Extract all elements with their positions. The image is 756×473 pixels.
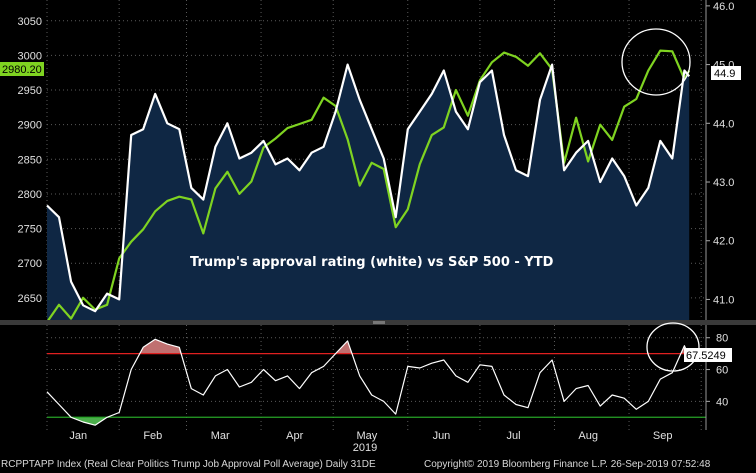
month-label-aug: Aug — [578, 430, 598, 442]
footer-copyright: Copyright© 2019 Bloomberg Finance L.P. 2… — [424, 459, 711, 470]
right-last-value-tag: 44.9 — [711, 66, 741, 80]
month-label-jul: Jul — [507, 430, 521, 442]
approval-area-fill — [47, 64, 690, 320]
left-last-value-tag: 2980.20 — [0, 62, 44, 76]
month-label-jan: Jan — [69, 430, 87, 442]
indicator-last-value-label: 67.5249 — [686, 350, 726, 362]
left-tick-label: 3000 — [18, 50, 42, 62]
indicator-line — [46, 338, 690, 426]
right-tick-label: 43.0 — [713, 177, 734, 189]
left-tick-label: 2950 — [18, 85, 42, 97]
x-axis-year: 2019 — [353, 442, 377, 454]
highlight-circle-main — [621, 28, 691, 96]
chart: 2650 2700 2750 2800 2850 2900 2950 3000 3050 41.… — [0, 0, 756, 454]
x-axis-month-ticks: Jan Feb Mar Apr May Jun Jul Aug Sep — [69, 430, 672, 442]
left-tick-label: 2700 — [18, 258, 42, 270]
month-label-mar: Mar — [211, 430, 230, 442]
right-last-value-label: 44.9 — [714, 68, 735, 80]
right-tick-label: 44.0 — [713, 118, 734, 130]
left-tick-label: 2850 — [18, 154, 42, 166]
ind-tick-label: 40 — [716, 396, 728, 408]
left-tick-label: 2900 — [18, 120, 42, 132]
indicator-last-value-tag: 67.5249 — [684, 348, 732, 362]
ind-tick-label: 60 — [716, 365, 728, 377]
month-label-may: May — [356, 430, 377, 442]
month-label-jun: Jun — [433, 430, 451, 442]
chart-annotation: Trump's approval rating (white) vs S&P 5… — [190, 255, 554, 270]
ind-tick-label: 80 — [716, 333, 728, 345]
left-tick-label: 3050 — [18, 16, 42, 28]
approval-line — [46, 63, 691, 313]
right-tick-label: 41.0 — [713, 294, 734, 306]
left-last-value-label: 2980.20 — [2, 64, 42, 76]
indicator-panel-grid — [46, 325, 706, 430]
highlight-circle-indicator — [646, 322, 700, 372]
month-label-feb: Feb — [143, 430, 162, 442]
right-tick-label: 46.0 — [713, 1, 734, 13]
left-tick-label: 2650 — [18, 293, 42, 305]
month-label-sep: Sep — [653, 430, 673, 442]
indicator-axis-ticks: 40 60 80 — [705, 325, 728, 430]
panel-divider-handle[interactable] — [373, 321, 385, 324]
footer: RCPPTAPP Index (Real Clear Politics Trum… — [0, 457, 756, 473]
left-axis-ticks: 2650 2700 2750 2800 2850 2900 2950 3000 3050 — [18, 16, 42, 305]
month-label-apr: Apr — [286, 430, 303, 442]
left-tick-label: 2800 — [18, 189, 42, 201]
sp500-line — [46, 49, 691, 323]
footer-source: RCPPTAPP Index (Real Clear Politics Trum… — [1, 459, 376, 470]
left-tick-label: 2750 — [18, 224, 42, 236]
right-tick-label: 42.0 — [713, 236, 734, 248]
